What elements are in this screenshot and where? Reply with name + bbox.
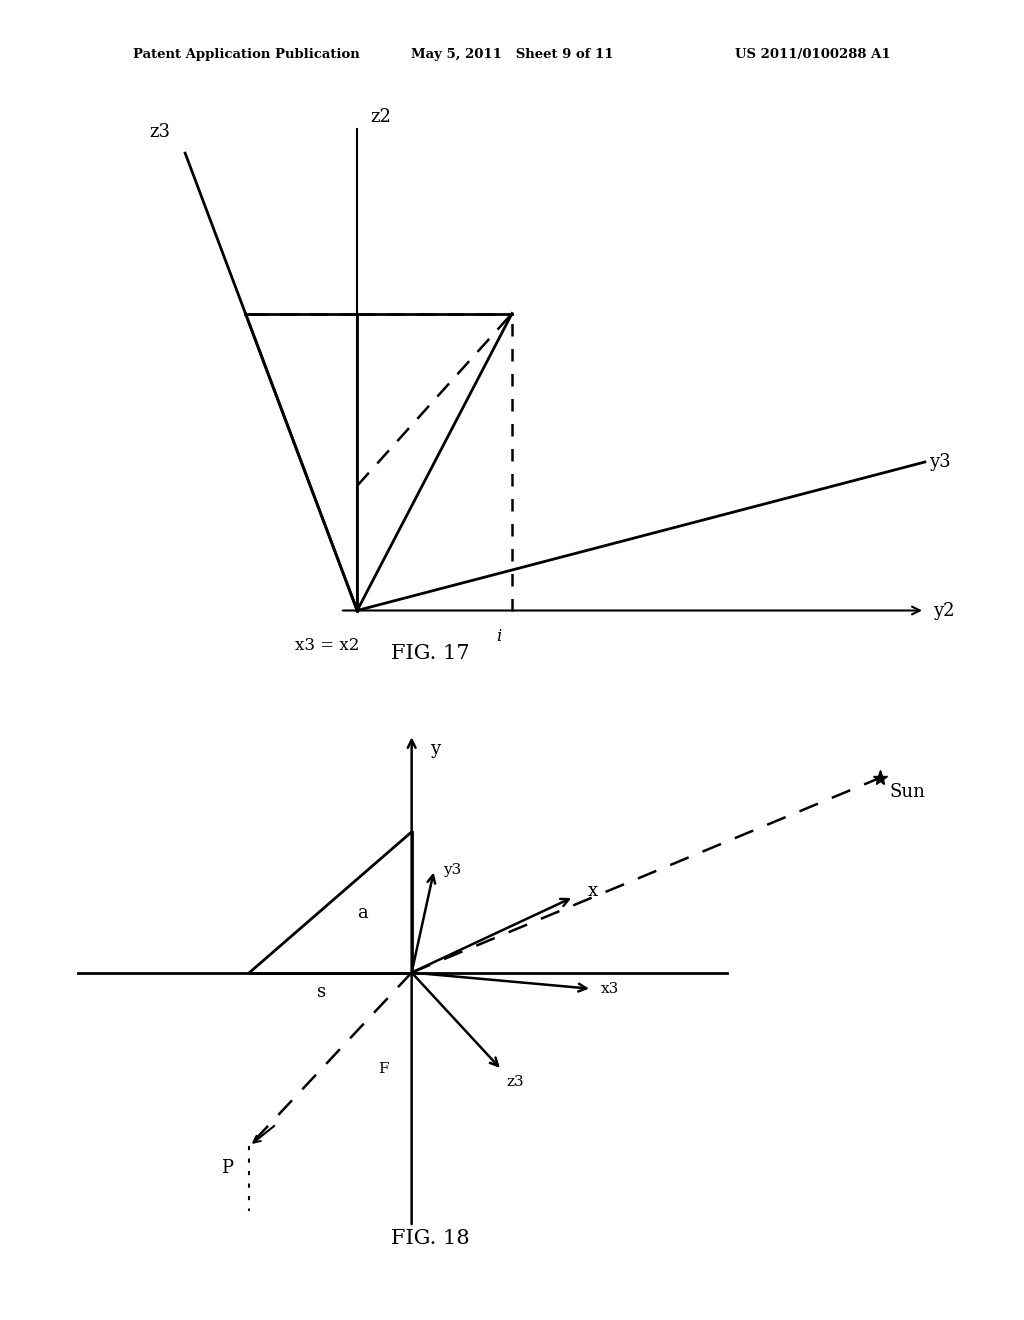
Text: F: F	[379, 1061, 389, 1076]
Text: May 5, 2011   Sheet 9 of 11: May 5, 2011 Sheet 9 of 11	[411, 48, 613, 61]
Text: x: x	[588, 882, 597, 900]
Text: FIG. 17: FIG. 17	[391, 644, 469, 663]
Text: y2: y2	[934, 602, 955, 619]
Text: y3: y3	[443, 863, 462, 876]
Text: z2: z2	[370, 108, 391, 127]
Text: s: s	[317, 982, 326, 1001]
Text: x3 = x2: x3 = x2	[295, 638, 359, 655]
Text: US 2011/0100288 A1: US 2011/0100288 A1	[735, 48, 891, 61]
Text: i: i	[497, 628, 502, 645]
Text: Sun: Sun	[889, 783, 925, 801]
Text: y: y	[430, 739, 439, 758]
Text: x3: x3	[601, 982, 620, 995]
Text: Patent Application Publication: Patent Application Publication	[133, 48, 359, 61]
Text: z3: z3	[506, 1076, 524, 1089]
Text: y3: y3	[929, 453, 951, 471]
Text: FIG. 18: FIG. 18	[391, 1229, 469, 1247]
Text: a: a	[356, 904, 368, 923]
Text: P: P	[221, 1159, 232, 1177]
Text: z3: z3	[148, 123, 170, 141]
